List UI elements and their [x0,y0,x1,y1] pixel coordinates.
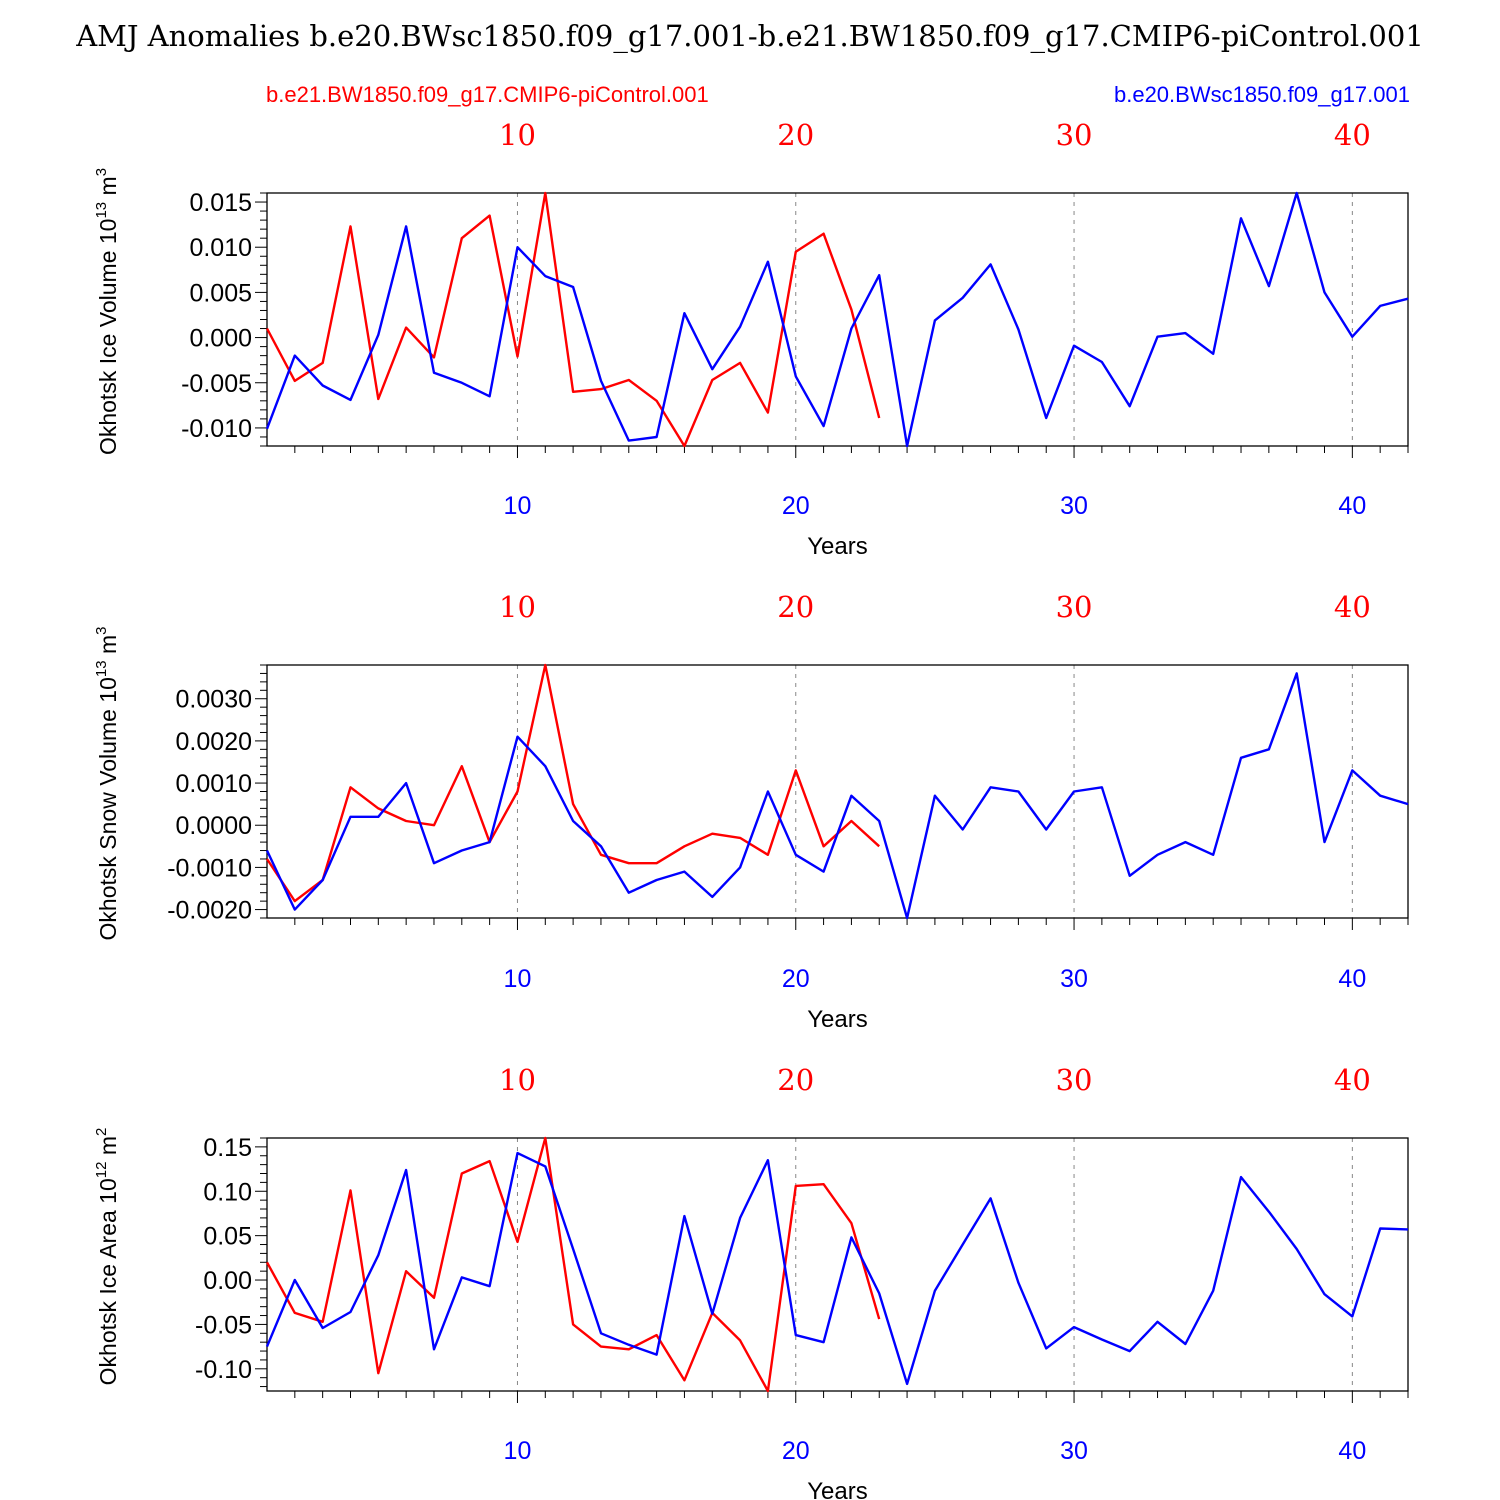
x-top-tick-label: 20 [777,118,814,152]
x-axis-label: Years [807,1006,868,1033]
legend-red-series-label: b.e21.BW1850.f09_g17.CMIP6-piControl.001 [266,82,709,107]
y-tick-label: 0.10 [203,1178,252,1206]
x-axis-label: Years [807,1478,868,1500]
panel-1: -0.010 -0.005 0.000 0.005 0.010 0.015 10 20 30 40… [93,118,1409,560]
panels: -0.010 -0.005 0.000 0.005 0.010 0.015 10 20 30 40… [93,118,1409,1500]
x-top-tick-label: 20 [777,590,814,624]
x-top-tick-label: 10 [499,590,536,624]
legend-blue-series-label: b.e20.BWsc1850.f09_g17.001 [1114,82,1410,107]
series-line-red [265,191,881,448]
y-tick-label: 0.0000 [176,812,252,840]
panel-2: -0.0020 -0.0010 0.0000 0.0010 0.0020 0.0030 10… [93,590,1409,1033]
x-top-tick-label: 30 [1056,1063,1093,1097]
plot-frame [266,1137,1409,1392]
x-bottom-tick-label: 10 [504,965,532,993]
panel-3: -0.10 -0.05 0.00 0.05 0.10 0.15 10 20 30 40 10 20 30… [93,1063,1409,1500]
y-tick-label: 0.00 [203,1267,252,1295]
series-line-blue [265,191,1409,448]
y-tick-label: -0.0020 [167,897,252,925]
y-tick-label: 0.010 [189,234,252,262]
x-bottom-tick-label: 30 [1060,965,1088,993]
series-line-blue [265,672,1409,920]
y-tick-label: 0.0010 [176,770,252,798]
series-line-red [265,663,881,903]
x-top-tick-label: 20 [777,1063,814,1097]
chart-title: AMJ Anomalies b.e20.BWsc1850.f09_g17.001… [75,19,1424,54]
y-tick-label: 0.15 [203,1134,252,1162]
y-tick-label: -0.0010 [167,854,252,882]
x-axis-label: Years [807,533,868,560]
y-tick-label: 0.015 [189,189,252,217]
x-bottom-tick-label: 40 [1338,965,1366,993]
plot-frame [266,192,1409,447]
y-tick-label: 0.005 [189,279,252,307]
y-tick-label: -0.10 [195,1356,252,1384]
x-top-tick-label: 30 [1056,590,1093,624]
plot-frame [266,664,1409,919]
y-axis-label: Okhotsk Snow Volume 1013 m3 [93,627,121,941]
x-top-tick-label: 40 [1334,118,1371,152]
series-line-blue [265,1151,1409,1386]
x-bottom-tick-label: 20 [782,492,810,520]
x-top-tick-label: 10 [499,118,536,152]
y-axis-label: Okhotsk Ice Area 1012 m2 [93,1128,121,1386]
y-tick-label: -0.005 [181,370,252,398]
y-tick-label: 0.05 [203,1223,252,1251]
x-bottom-tick-label: 20 [782,965,810,993]
y-axis-label: Okhotsk Ice Volume 1013 m3 [93,168,121,455]
x-bottom-tick-label: 40 [1338,1437,1366,1465]
y-tick-label: 0.0030 [176,686,252,714]
x-top-tick-label: 30 [1056,118,1093,152]
x-bottom-tick-label: 40 [1338,492,1366,520]
x-bottom-tick-label: 30 [1060,1437,1088,1465]
x-top-tick-label: 40 [1334,590,1371,624]
x-bottom-tick-label: 30 [1060,492,1088,520]
series-line-red [265,1136,881,1393]
x-top-tick-label: 40 [1334,1063,1371,1097]
y-tick-label: -0.05 [195,1311,252,1339]
y-tick-label: 0.000 [189,325,252,353]
x-bottom-tick-label: 20 [782,1437,810,1465]
y-tick-label: 0.0020 [176,728,252,756]
x-top-tick-label: 10 [499,1063,536,1097]
y-tick-label: -0.010 [181,415,252,443]
x-bottom-tick-label: 10 [504,1437,532,1465]
x-bottom-tick-label: 10 [504,492,532,520]
